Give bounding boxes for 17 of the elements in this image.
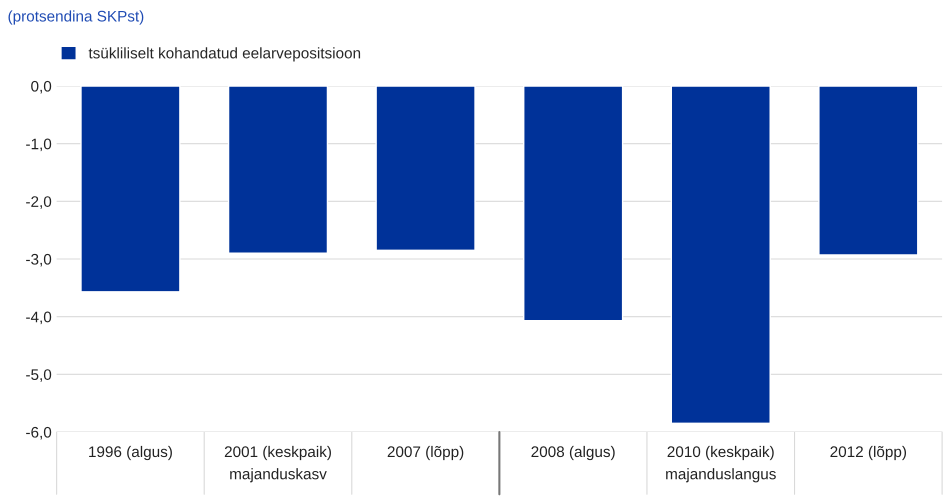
x-tick-label: 2001 (keskpaik)	[224, 446, 331, 460]
text: majanduslangus	[666, 468, 776, 482]
text: majanduskasv	[230, 468, 327, 482]
y-tick-label: -6,0	[26, 426, 52, 440]
y-tick-label: -4,0	[26, 312, 52, 324]
y-tick-label: -2,0	[26, 196, 52, 209]
legend-label: tsükliliselt kohandatud eelarvepositsioon	[88, 47, 360, 62]
y-tick-label: -5,0	[26, 369, 52, 382]
x-tick-label: 2010 (keskpaik)	[668, 446, 774, 460]
y-tick-label: -3,0	[26, 254, 52, 266]
x-tick-label: 2007 (lõpp)	[388, 446, 464, 460]
x-tick-label: 2012 (lõpp)	[830, 446, 906, 460]
chart-subtitle: (protsendina SKPst)	[8, 10, 144, 25]
y-tick-label: -1,0	[26, 138, 52, 152]
y-tick-label: 0,0	[31, 80, 52, 94]
x-tick-label: 1996 (algus)	[89, 446, 172, 460]
x-tick-label: 2008 (algus)	[531, 446, 615, 460]
